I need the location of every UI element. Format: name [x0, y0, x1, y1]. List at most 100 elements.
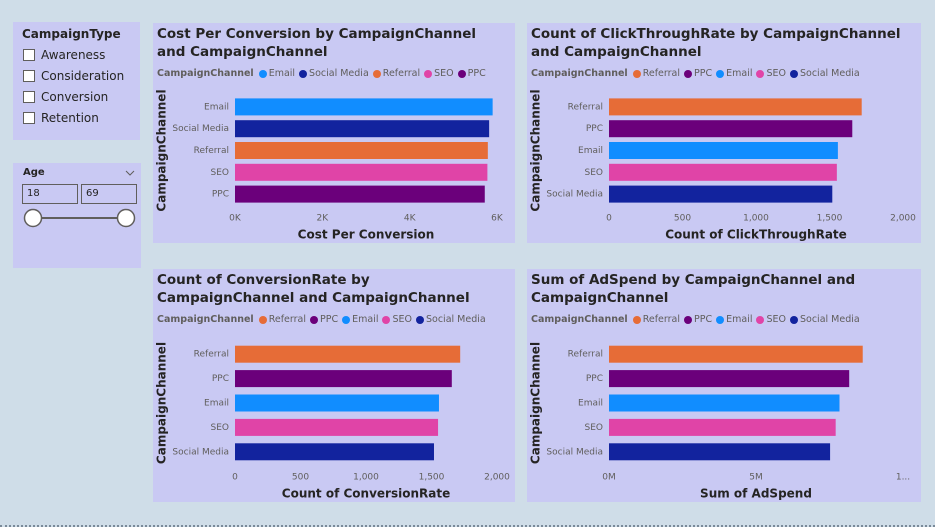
checkbox[interactable]	[23, 90, 35, 103]
bar[interactable]	[609, 142, 838, 159]
legend-label: PPC	[694, 68, 713, 79]
bar[interactable]	[235, 394, 439, 412]
age-max-input[interactable]: 69	[81, 184, 137, 204]
bar[interactable]	[235, 443, 434, 461]
bar[interactable]	[609, 120, 853, 138]
checkbox[interactable]	[23, 48, 35, 61]
y-tick-label: Referral	[568, 350, 603, 360]
bar[interactable]	[235, 142, 488, 159]
age-min-input[interactable]: 18	[22, 184, 78, 204]
bar[interactable]	[235, 120, 490, 138]
legend-item: Referral	[632, 68, 681, 79]
y-axis-title: CampaignChannel	[155, 342, 169, 464]
bar[interactable]	[609, 370, 850, 388]
slider-handle[interactable]	[23, 208, 43, 228]
x-tick-label: 0K	[229, 214, 242, 224]
y-tick-label: Email	[204, 399, 229, 409]
checkbox[interactable]	[23, 69, 35, 82]
bar[interactable]	[235, 418, 439, 436]
legend: CampaignChannel Email Social Media Referral…	[157, 68, 490, 79]
legend-item: SEO	[756, 314, 786, 325]
y-tick-label: PPC	[586, 124, 603, 134]
legend-label: SEO	[766, 68, 786, 79]
legend: CampaignChannel Referral PPC Email SEO Social…	[531, 314, 864, 325]
x-tick-label: 1,000	[743, 214, 769, 224]
legend-title: CampaignChannel	[531, 314, 628, 325]
x-tick-label: 6K	[491, 214, 504, 224]
y-tick-label: Referral	[194, 350, 229, 360]
legend-swatch	[756, 69, 765, 78]
bar[interactable]	[235, 98, 493, 116]
chart-title: Cost Per Conversion by CampaignChannel a…	[157, 26, 476, 60]
legend-label: Email	[726, 68, 753, 79]
slider-handle[interactable]	[116, 208, 136, 228]
x-tick-label: 2,000	[890, 214, 916, 224]
age-slider[interactable]	[21, 207, 139, 229]
legend-item: Social Media	[789, 314, 860, 325]
bar[interactable]	[609, 394, 840, 412]
legend-item: SEO	[424, 68, 454, 79]
chart-title: Sum of AdSpend by CampaignChannel and Ca…	[531, 272, 856, 306]
x-tick-label: 1,500	[419, 473, 445, 483]
legend-swatch	[258, 69, 267, 78]
option-label: Awareness	[41, 47, 106, 62]
legend-title: CampaignChannel	[531, 68, 628, 79]
slicer-option[interactable]: Awareness	[23, 44, 124, 65]
collapse-chevron[interactable]	[125, 169, 135, 177]
chart-visual: Cost Per Conversion by CampaignChannel a…	[153, 23, 515, 243]
x-tick-label: 1...	[896, 473, 910, 483]
legend-item: Email	[258, 68, 295, 79]
legend-item: Social Media	[415, 314, 486, 325]
legend-label: SEO	[766, 314, 786, 325]
plot: 0 500 1,000 1,500 2,000 Referral PPC Email SEO So…	[529, 89, 917, 241]
bar[interactable]	[609, 418, 836, 436]
bar[interactable]	[609, 443, 831, 461]
slicer-option[interactable]: Consideration	[23, 65, 124, 86]
x-tick-label: 500	[292, 473, 309, 483]
legend-label: PPC	[320, 314, 339, 325]
y-axis-title: CampaignChannel	[529, 342, 543, 464]
legend-label: Social Media	[309, 68, 369, 79]
bar[interactable]	[235, 185, 485, 203]
campaign-type-slicer: CampaignType Awareness Consideration Conve…	[13, 22, 140, 140]
bar[interactable]	[609, 98, 862, 116]
legend-label: Referral	[382, 68, 421, 79]
legend-swatch	[756, 315, 765, 324]
legend-label: Referral	[268, 314, 307, 325]
y-axis-title: CampaignChannel	[529, 89, 543, 211]
bar[interactable]	[609, 345, 863, 363]
legend-swatch	[424, 69, 433, 78]
plot: 0K 2K 4K 6K Email Social Media Referral SEO PPC C…	[155, 89, 504, 241]
x-axis-title: Sum of AdSpend	[700, 487, 812, 501]
y-tick-label: SEO	[585, 423, 603, 433]
y-tick-label: Referral	[194, 146, 229, 156]
y-tick-label: SEO	[211, 423, 229, 433]
plot: 0M 5M 1... Referral PPC Email SEO Social Media S…	[529, 342, 911, 501]
legend-swatch	[342, 315, 351, 324]
legend-label: Referral	[642, 68, 681, 79]
y-tick-label: Referral	[568, 102, 603, 112]
slicer-option[interactable]: Conversion	[23, 86, 124, 107]
legend-item: SEO	[756, 68, 786, 79]
plot: 0 500 1,000 1,500 2,000 Referral PPC Email SEO So…	[155, 342, 511, 501]
bar[interactable]	[235, 345, 461, 363]
checkbox[interactable]	[23, 111, 35, 124]
x-tick-label: 2K	[317, 214, 330, 224]
slicer-option[interactable]: Retention	[23, 107, 124, 128]
y-tick-label: PPC	[212, 374, 229, 384]
legend-swatch	[457, 69, 466, 78]
y-tick-label: Social Media	[546, 447, 603, 457]
bar[interactable]	[609, 185, 833, 203]
bar[interactable]	[235, 163, 488, 181]
legend-label: Social Media	[799, 314, 860, 325]
chart-visual: Sum of AdSpend by CampaignChannel and Ca…	[527, 269, 921, 502]
y-tick-label: Social Media	[546, 190, 603, 200]
bar[interactable]	[235, 370, 452, 388]
legend-item: PPC	[684, 68, 712, 79]
legend-item: PPC	[684, 314, 712, 325]
legend-title: CampaignChannel	[157, 314, 254, 325]
legend-swatch	[789, 69, 798, 78]
bar[interactable]	[609, 163, 837, 181]
legend-swatch	[310, 315, 319, 324]
y-tick-label: SEO	[585, 168, 603, 178]
